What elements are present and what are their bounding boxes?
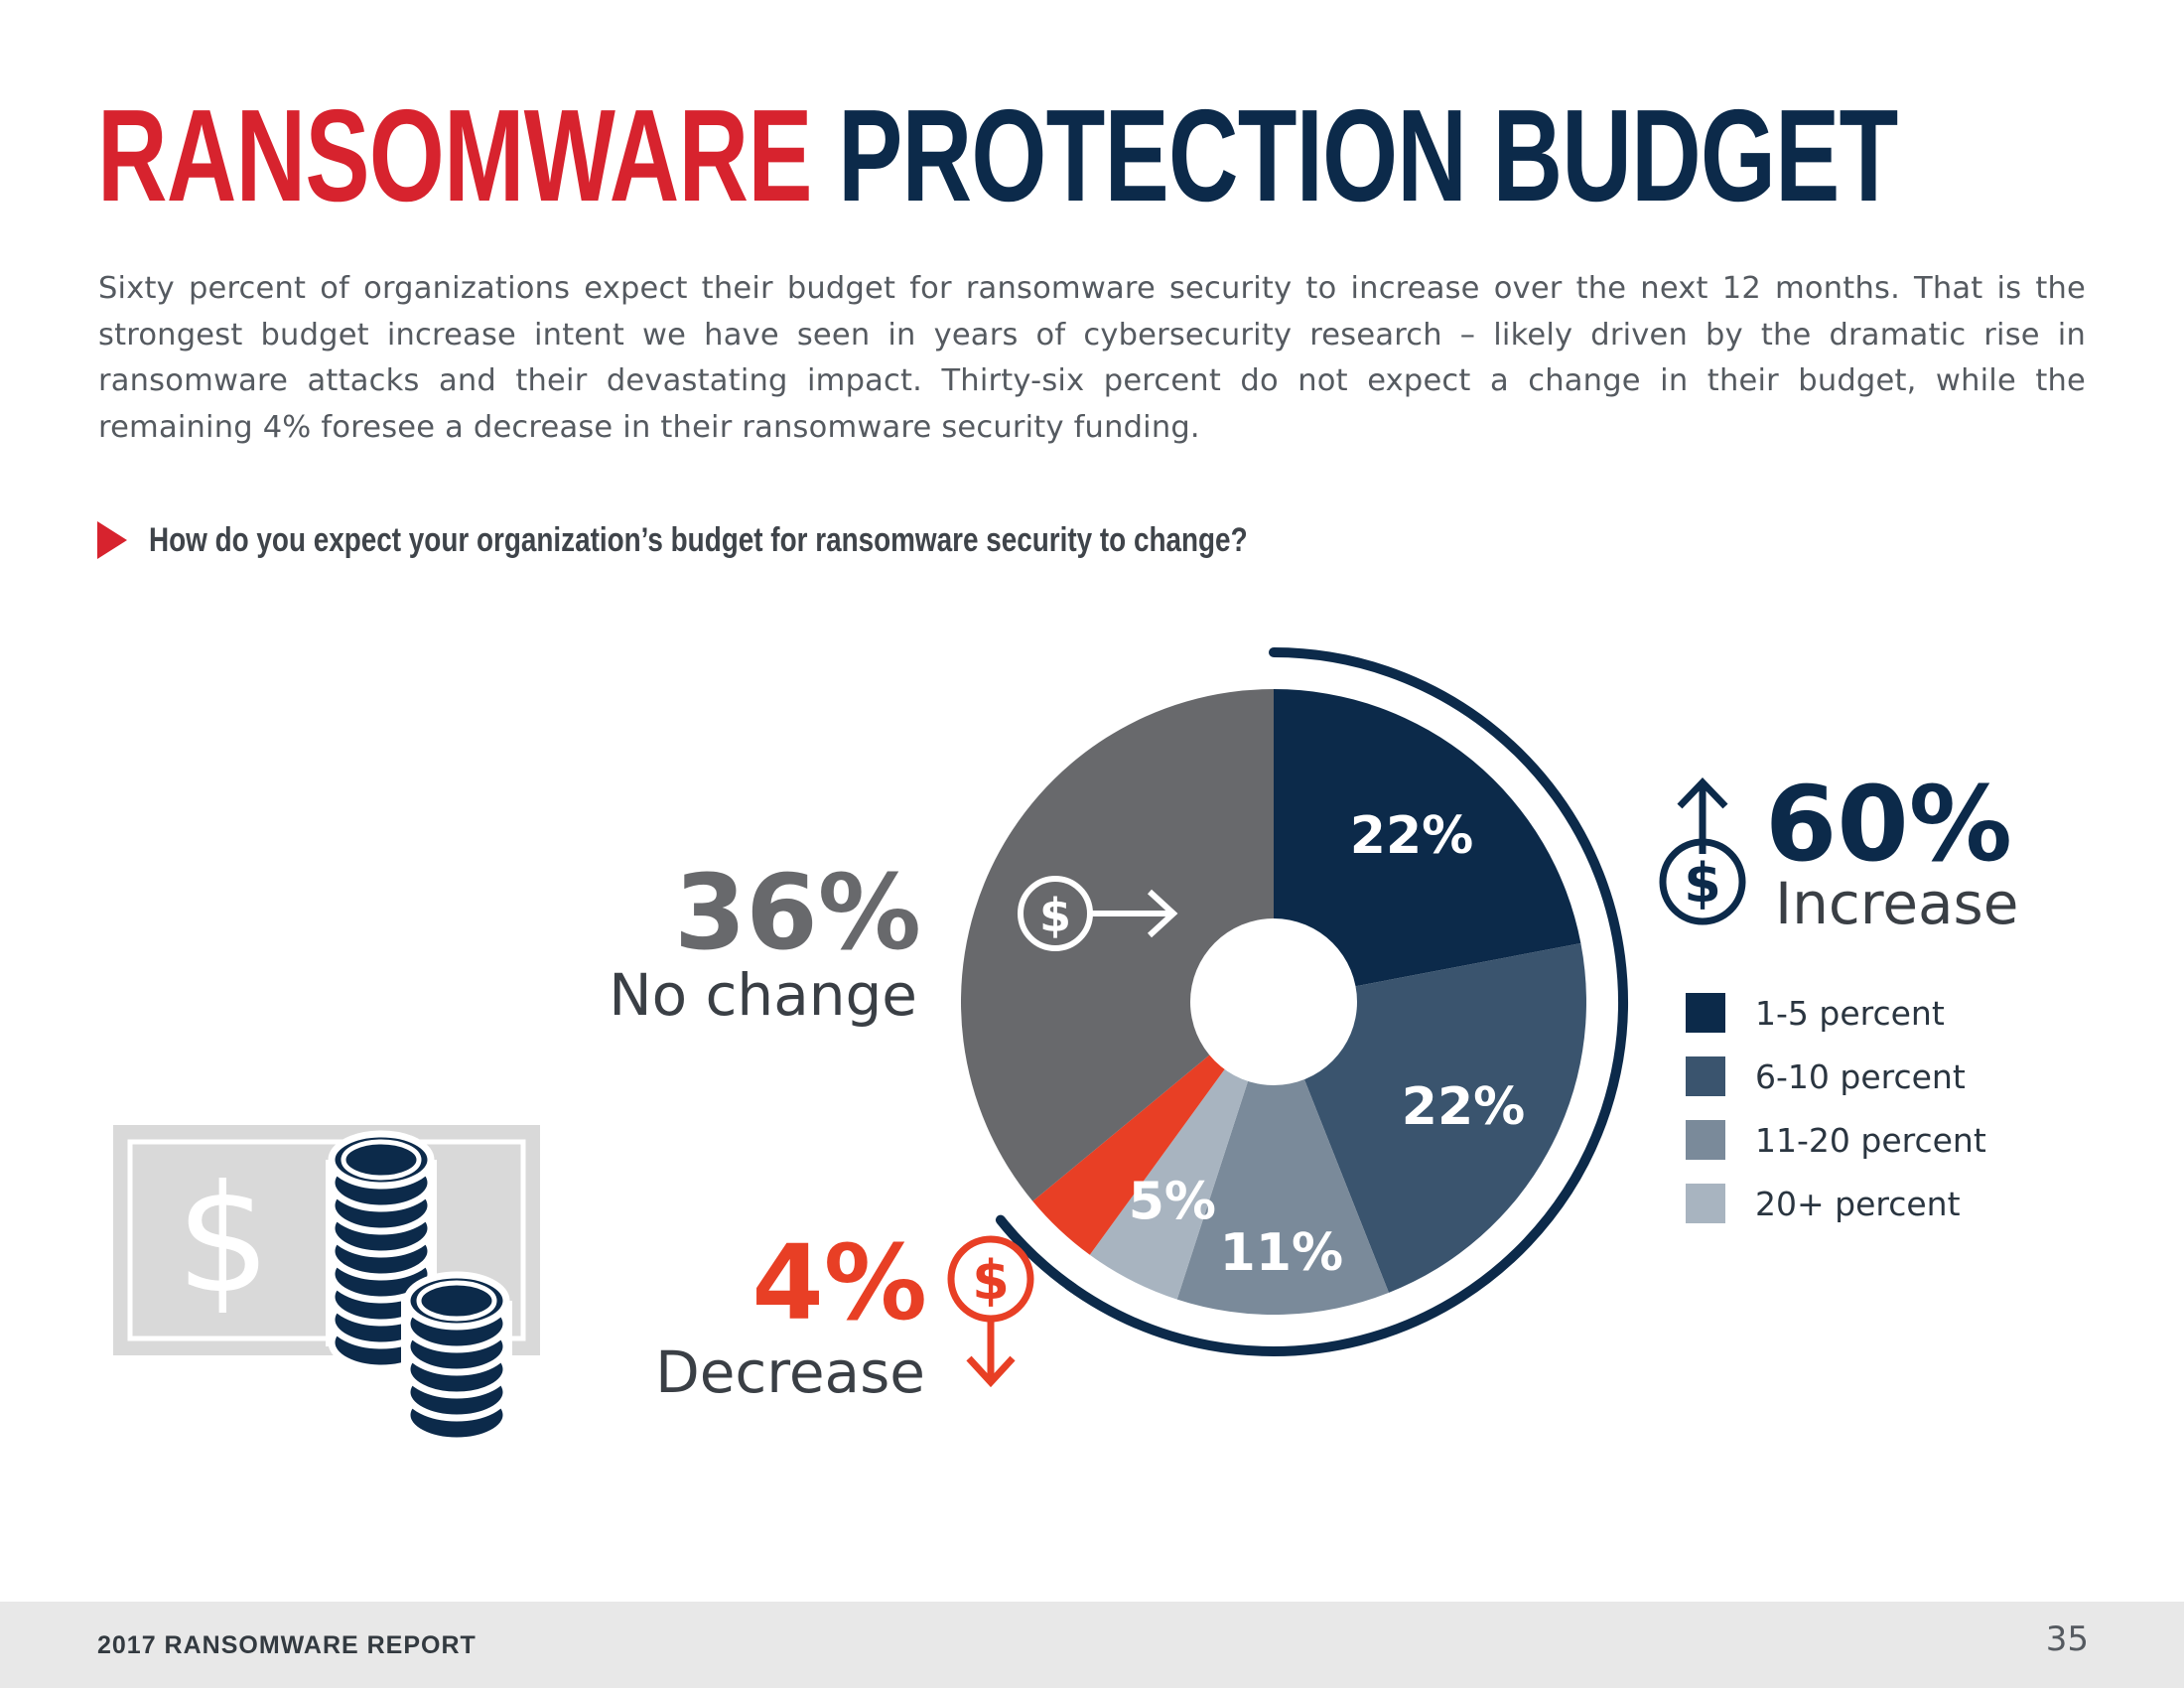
pie-slice-decrease	[1032, 1002, 1274, 1255]
pie-slices	[961, 689, 1586, 1316]
decrease-arc	[995, 1214, 1079, 1294]
money-coins-icon: $	[113, 1125, 540, 1445]
legend-item: 1-5 percent	[1686, 981, 1986, 1045]
no-change-value: 36%	[674, 852, 921, 973]
increase-arc	[1063, 647, 1628, 1356]
slice-label: 11%	[1220, 1223, 1343, 1283]
title-ransomware: RANSOMWARE	[97, 82, 813, 228]
footer-report-name: 2017 RANSOMWARE REPORT	[97, 1631, 477, 1659]
chart-question: How do you expect your organization’s bu…	[97, 518, 1489, 562]
legend-swatch	[1686, 1056, 1725, 1096]
donut-hole	[1190, 918, 1357, 1085]
legend-swatch	[1686, 1184, 1725, 1223]
svg-text:$: $	[972, 1249, 1010, 1312]
slice-label: 5%	[1129, 1173, 1216, 1232]
intro-paragraph: Sixty percent of organizations expect th…	[98, 271, 2086, 445]
title-protection-budget: PROTECTION BUDGET	[838, 82, 1898, 228]
legend-label: 1-5 percent	[1755, 993, 1945, 1033]
footer: 2017 RANSOMWARE REPORT 35	[0, 1602, 2184, 1688]
no-change-label: No change	[609, 961, 917, 1029]
legend-label: 20+ percent	[1755, 1184, 1961, 1223]
legend-swatch	[1686, 1120, 1725, 1160]
bill-dollar-sign: $	[176, 1154, 270, 1327]
pie-slice-no-change	[961, 689, 1274, 1201]
increase-label: Increase	[1775, 870, 2018, 937]
dollar-down-arrow-icon: $	[947, 1235, 1034, 1388]
dollar-up-arrow-icon: $	[1659, 776, 1746, 925]
svg-text:$: $	[1039, 889, 1071, 942]
decrease-label: Decrease	[655, 1338, 925, 1406]
legend-item: 11-20 percent	[1686, 1108, 1986, 1172]
legend-item: 20+ percent	[1686, 1172, 1986, 1235]
coin-stacks	[326, 1130, 512, 1445]
play-arrow-icon	[97, 521, 127, 559]
slice-labels: 22% 22% 11%5%	[1129, 806, 1525, 1283]
increase-value: 60%	[1765, 764, 2012, 885]
legend-item: 6-10 percent	[1686, 1045, 1986, 1108]
legend-label: 11-20 percent	[1755, 1120, 1986, 1160]
legend-swatch	[1686, 993, 1725, 1033]
legend-label: 6-10 percent	[1755, 1056, 1966, 1096]
page-title: RANSOMWARE PROTECTION BUDGET	[97, 81, 1898, 230]
chart-legend: 1-5 percent 6-10 percent 11-20 percent 20+ …	[1686, 981, 1986, 1235]
decrease-value: 4%	[751, 1222, 927, 1343]
slice-label: 22%	[1350, 806, 1473, 866]
pie-slice-1-5-percent	[1274, 689, 1581, 1002]
dollar-right-arrow-icon: $	[1018, 876, 1178, 951]
pie-slice-20-percent	[1089, 1002, 1274, 1300]
svg-text:$: $	[1684, 852, 1721, 914]
pie-slice-11-20-percent	[1176, 1002, 1389, 1316]
question-text: How do you expect your organization’s bu…	[149, 520, 1248, 559]
slice-label: 22%	[1402, 1077, 1525, 1137]
page-number: 35	[2045, 1619, 2089, 1659]
